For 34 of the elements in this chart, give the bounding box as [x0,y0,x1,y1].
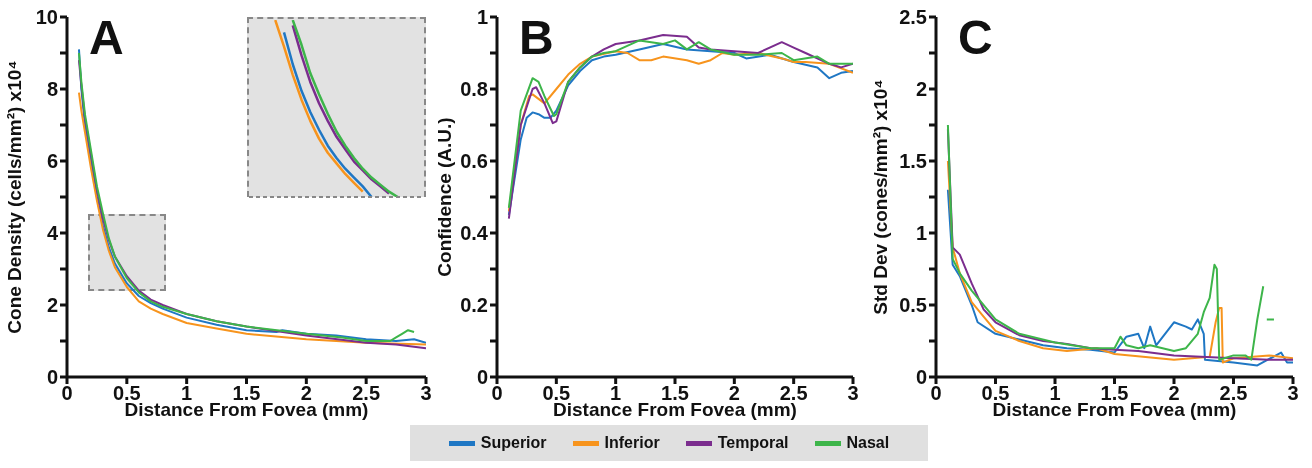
chart-title: B [519,11,554,64]
y-tick-label: 0.5 [899,294,927,317]
y-tick-label: 1 [915,222,927,245]
y-axis-title: Confidence (A.U.) [433,117,455,277]
y-tick-label: 2.5 [899,6,927,29]
y-tick-label: 4 [46,222,59,245]
y-tick-label: 1.5 [899,150,927,173]
y-axis-title: Std Dev (cones/mm²) x10⁴ [869,79,891,315]
y-tick-label: 0.8 [460,78,488,101]
x-tick-label: 3 [420,382,432,405]
y-tick-label: 2 [46,294,58,317]
y-tick-label: 0.4 [460,222,489,245]
legend-label: Temporal [717,434,789,452]
y-tick-label: 0 [46,366,58,389]
y-tick-label: 0.2 [460,294,488,317]
y-tick-label: 1 [476,6,488,29]
y-tick-label: 0 [476,366,488,389]
legend-label: Superior [480,434,547,452]
x-tick-label: 0 [61,382,73,405]
x-tick-label: 3 [1287,382,1299,405]
legend-label: Nasal [846,434,890,452]
y-tick-label: 0.6 [460,150,488,173]
y-tick-label: 8 [46,78,58,101]
x-tick-label: 3 [847,382,859,405]
chart-title: C [958,11,993,64]
y-tick-label: 0 [915,366,927,389]
y-tick-label: 6 [46,150,58,173]
y-tick-label: 2 [915,78,927,101]
chart-title: A [89,11,124,64]
x-tick-label: 0 [930,382,942,405]
y-tick-label: 10 [35,6,58,29]
legend-label: Inferior [604,434,660,452]
y-axis-title: Cone Density (cells/mm²) x10⁴ [3,60,25,334]
x-tick-label: 0 [491,382,503,405]
